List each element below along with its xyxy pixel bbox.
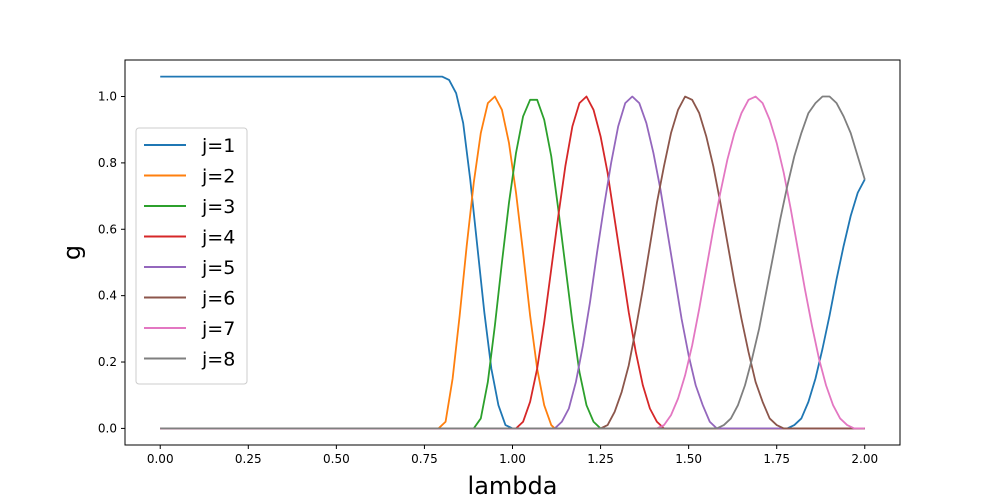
plot-lines (160, 75, 866, 430)
y-axis-ticks: 0.0 0.2 0.4 0.6 0.8 1.0 (98, 90, 125, 435)
legend-entry-j3: j=3 (201, 196, 235, 218)
x-tick-label: 1.75 (763, 452, 790, 466)
legend-entry-j2: j=2 (201, 166, 235, 188)
y-tick-label: 1.0 (98, 90, 117, 104)
y-axis-label: g (58, 245, 86, 260)
y-tick-label: 0.8 (98, 156, 117, 170)
x-axis-ticks: 0.00 0.25 0.50 0.75 1.00 1.25 1.50 1.75 2.00 (147, 445, 878, 466)
legend-entry-j4: j=4 (201, 227, 235, 249)
x-tick-label: 1.00 (499, 452, 526, 466)
legend-entry-j5: j=5 (201, 257, 235, 279)
legend: j=1 j=2 j=3 j=4 j=5 j=6 j=7 j=8 (135, 127, 248, 385)
series-line-j3 (160, 98, 865, 430)
legend-box (135, 127, 248, 385)
x-tick-label: 0.50 (323, 452, 350, 466)
series-line-j2 (160, 95, 865, 430)
legend-entry-j7: j=7 (201, 318, 235, 340)
y-tick-label: 0.0 (98, 421, 117, 435)
x-tick-label: 0.25 (235, 452, 262, 466)
y-tick-label: 0.4 (98, 289, 117, 303)
series-line-j7 (160, 95, 865, 430)
series-line-j5 (160, 95, 865, 430)
x-tick-label: 0.75 (411, 452, 438, 466)
x-tick-label: 0.00 (147, 452, 174, 466)
series-line-j6 (160, 95, 865, 430)
x-tick-label: 2.00 (851, 452, 878, 466)
x-axis-label: lambda (468, 472, 558, 500)
legend-entry-j6: j=6 (201, 288, 235, 310)
series-line-j4 (160, 95, 865, 430)
legend-entry-j8: j=8 (201, 349, 235, 371)
x-tick-label: 1.25 (587, 452, 614, 466)
x-tick-label: 1.50 (675, 452, 702, 466)
legend-entry-j1: j=1 (201, 135, 235, 157)
y-tick-label: 0.2 (98, 355, 117, 369)
y-tick-label: 0.6 (98, 222, 117, 236)
series-line-j8 (160, 95, 866, 430)
